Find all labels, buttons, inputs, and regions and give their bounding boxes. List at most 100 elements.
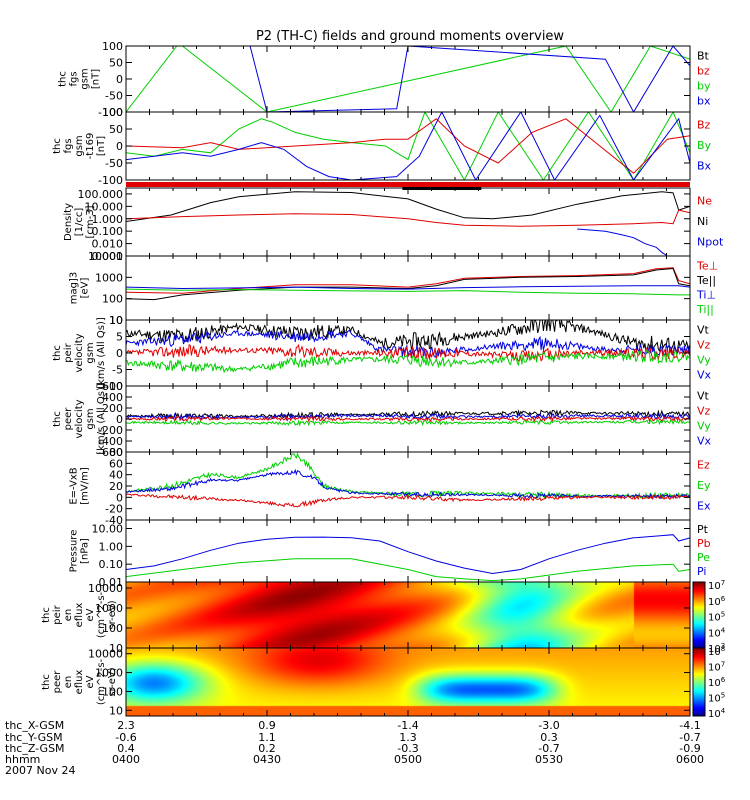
y-tick-label: 10 <box>109 704 123 717</box>
y-tick-label: -400 <box>98 435 123 448</box>
series-line <box>126 534 690 575</box>
y-axis-label: eflux <box>74 603 85 628</box>
legend-entry: bz <box>697 65 710 78</box>
x-axis-value: 1.1 <box>258 731 276 744</box>
panel-fgs: 100 50 0 -50 -100 thc fgs gsm [nT] Bt bz by bx <box>58 40 711 119</box>
legend-entry: Pt <box>697 523 709 536</box>
series-line <box>126 191 690 222</box>
y-tick-label: 5 <box>116 331 123 344</box>
colorbar-tick-label: 105 <box>708 691 725 704</box>
series-line <box>126 415 690 423</box>
x-axis-value: -0.6 <box>115 731 136 744</box>
colorbar-tick-label: 108 <box>708 645 725 658</box>
y-axis-label: gsm <box>85 342 96 363</box>
y-axis-label: en <box>63 676 74 689</box>
y-tick-label: 0.100 <box>92 225 124 238</box>
legend-entry: Vx <box>697 369 712 382</box>
y-axis-label: peer <box>52 670 63 694</box>
series-line <box>577 228 668 256</box>
y-axis-label: peer <box>63 407 74 431</box>
y-axis-label: peir <box>63 342 74 362</box>
legend-entry: Npot <box>697 236 724 249</box>
colorbar-frame <box>692 647 706 717</box>
x-axis-value: 1.3 <box>399 731 417 744</box>
y-axis-label: velocity <box>74 399 85 438</box>
y-tick-label: 200 <box>102 402 123 415</box>
y-axis-label: Density <box>63 203 74 241</box>
y-tick-label: 10.00 <box>92 523 124 536</box>
y-axis-label: (cm^2-s- <box>96 591 107 638</box>
x-axis-value: -1.4 <box>397 719 418 732</box>
x-axis-value: -0.7 <box>679 731 700 744</box>
y-axis-label: [km/s (All Qs)] <box>96 317 107 389</box>
legend-entry: Ex <box>697 500 711 513</box>
panel-frame <box>125 45 691 113</box>
y-axis-label: [cm-3] <box>85 205 96 238</box>
y-tick-label: 0.01 <box>99 576 124 589</box>
y-tick-label: 100 <box>102 622 123 635</box>
x-axis-value: 0530 <box>535 753 563 766</box>
series-line <box>126 349 690 374</box>
legend-entry: Ni <box>697 215 708 228</box>
series-line <box>126 285 690 290</box>
legend-entry: Ey <box>697 479 711 492</box>
y-axis-label: thc <box>52 411 63 427</box>
colorbar-tick-label: 106 <box>708 676 726 689</box>
y-axis-label: eflux <box>74 670 85 695</box>
y-tick-label: 0.001 <box>92 250 124 263</box>
y-tick-label: 0.010 <box>92 238 124 251</box>
y-tick-label: -600 <box>98 446 123 459</box>
legend-entry: Bt <box>697 50 710 63</box>
series-line <box>126 112 690 180</box>
legend-entry: Vt <box>697 324 710 337</box>
y-tick-label: -50 <box>105 157 123 170</box>
colorbar-tick-label: 104 <box>708 626 726 639</box>
y-axis-label: gsm <box>80 68 91 89</box>
legend-entry: Ne <box>697 194 712 207</box>
panel-frame <box>125 111 691 181</box>
y-axis-label: eV <box>85 675 96 688</box>
chart-title: P2 (TH-C) fields and ground moments over… <box>256 29 564 44</box>
y-axis-label: [eV] <box>80 278 91 299</box>
orbit-bar <box>126 182 690 187</box>
legend-entry: Te|| <box>696 274 716 287</box>
y-axis-label: [1/cc] <box>74 208 85 237</box>
series-line <box>126 418 690 427</box>
y-tick-label: -200 <box>98 424 123 437</box>
legend-entry: Pe <box>697 551 710 564</box>
y-tick-label: 400 <box>102 391 123 404</box>
x-axis-value: 0.3 <box>540 731 558 744</box>
y-axis-label: (cm^2-s- <box>96 658 107 705</box>
y-tick-label: 0 <box>116 347 123 360</box>
y-axis-label: mag]3 <box>69 272 80 304</box>
x-axis-row-label: thc_X-GSM <box>5 719 64 732</box>
y-tick-label: 0 <box>116 413 123 426</box>
x-axis-value: -0.3 <box>397 742 418 755</box>
legend-entry: Vz <box>697 339 711 352</box>
y-tick-label: 1000 <box>95 667 123 680</box>
colorbar-tick-label: 104 <box>708 707 726 720</box>
y-tick-label: 0.10 <box>99 558 124 571</box>
y-tick-label: -100 <box>98 174 123 187</box>
y-axis-label: thc <box>41 607 52 623</box>
series-line <box>126 288 690 296</box>
y-axis-label: thc <box>41 674 52 690</box>
series-line <box>126 118 690 174</box>
series-line <box>126 209 690 227</box>
y-axis-label: fgs <box>63 138 74 153</box>
colorbar-tick-label: 107 <box>708 579 725 592</box>
y-tick-label: 60 <box>109 457 123 470</box>
y-axis-label: -t169 <box>85 133 96 160</box>
series-line <box>126 267 690 301</box>
y-axis-label: sr-eV) <box>107 667 118 696</box>
x-axis-value: 0500 <box>394 753 422 766</box>
x-axis-value: -3.0 <box>538 719 559 732</box>
legend-entry: Te⊥ <box>696 259 718 272</box>
y-tick-label: 0 <box>116 140 123 153</box>
y-axis-label: fgs <box>69 71 80 86</box>
legend-entry: By <box>697 139 712 152</box>
y-axis-label: gsm <box>85 408 96 429</box>
